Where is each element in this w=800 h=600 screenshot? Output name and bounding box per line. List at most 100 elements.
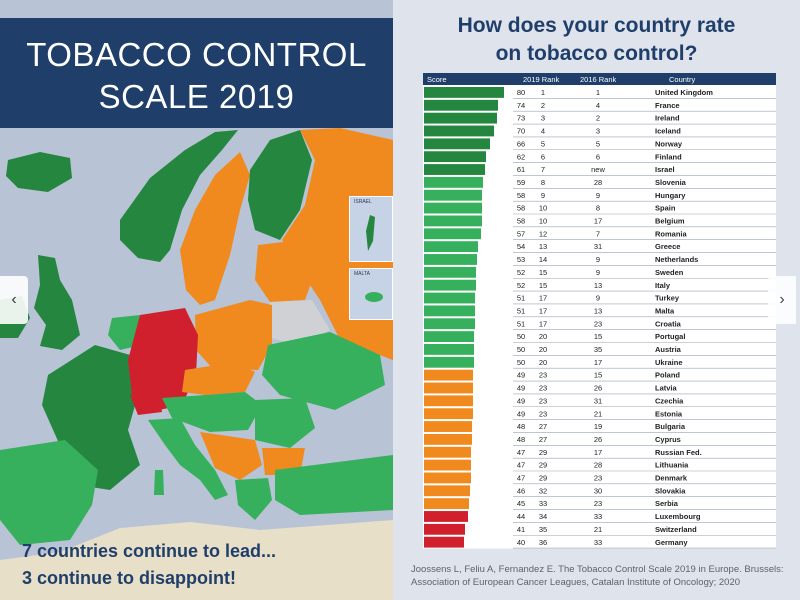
- rank-2016-label: 30: [594, 486, 602, 495]
- country-label: Malta: [655, 306, 675, 315]
- score-label: 47: [517, 448, 525, 457]
- country-label: Switzerland: [655, 525, 697, 534]
- map-czechia-slovakia: [182, 362, 255, 395]
- country-label: Belgium: [655, 217, 685, 226]
- country-label: Slovakia: [655, 486, 686, 495]
- rank-2016-label: 35: [594, 345, 602, 354]
- rank-2016-label: 9: [596, 268, 600, 277]
- rank-2019-label: 23: [539, 409, 547, 418]
- score-bar: [424, 382, 473, 394]
- country-label: Austria: [655, 345, 682, 354]
- country-label: Croatia: [655, 319, 682, 328]
- rank-2016-label: 23: [594, 319, 602, 328]
- score-bar: [424, 164, 485, 175]
- score-bar: [424, 254, 477, 265]
- country-label: Estonia: [655, 409, 683, 418]
- country-label: Finland: [655, 152, 682, 161]
- score-label: 50: [517, 332, 525, 341]
- rank-2019-label: 1: [541, 88, 545, 97]
- israel-inset: ISRAEL: [349, 196, 393, 262]
- score-label: 45: [517, 499, 525, 508]
- country-label: Ukraine: [655, 358, 683, 367]
- rank-2016-label: 6: [596, 152, 600, 161]
- score-label: 58: [517, 217, 525, 226]
- rank-2019-label: 29: [539, 448, 547, 457]
- country-label: Ireland: [655, 114, 680, 123]
- rank-2019-label: 23: [539, 371, 547, 380]
- score-label: 50: [517, 345, 525, 354]
- score-label: 44: [517, 512, 525, 521]
- rank-2019-label: 12: [539, 229, 547, 238]
- score-label: 41: [517, 525, 525, 534]
- country-label: Turkey: [655, 294, 680, 303]
- rank-2019-label: 35: [539, 525, 547, 534]
- country-label: Spain: [655, 204, 676, 213]
- score-bar: [424, 151, 486, 163]
- column-header: Score: [427, 75, 447, 84]
- score-label: 57: [517, 229, 525, 238]
- rank-2016-label: 8: [596, 204, 600, 213]
- rank-2016-label: 23: [594, 474, 602, 483]
- map-north-africa: [0, 520, 393, 600]
- score-label: 47: [517, 461, 525, 470]
- score-bar: [424, 215, 482, 227]
- score-bar: [424, 189, 482, 201]
- rank-2019-label: 29: [539, 474, 547, 483]
- rank-2019-label: 3: [541, 114, 545, 123]
- score-label: 40: [517, 538, 525, 547]
- country-label: Norway: [655, 139, 683, 148]
- score-label: 61: [517, 165, 525, 174]
- score-label: 52: [517, 268, 525, 277]
- rank-2019-label: 17: [539, 319, 547, 328]
- rank-2019-label: 34: [539, 512, 547, 521]
- column-header: 2019 Rank: [523, 75, 560, 84]
- score-label: 74: [517, 101, 525, 110]
- chart-panel: How does your country rate on tobacco co…: [393, 0, 800, 600]
- map-switzerland: [130, 395, 162, 415]
- map-spain: [0, 440, 98, 545]
- rank-2016-label: 9: [596, 191, 600, 200]
- score-bar: [424, 331, 474, 342]
- rank-2016-label: 33: [594, 512, 602, 521]
- map-norway: [120, 130, 238, 262]
- chart-title-line2: on tobacco control?: [495, 42, 698, 65]
- country-label: Hungary: [655, 191, 686, 200]
- map-sweden: [180, 152, 250, 305]
- score-chart: Score 2019 Rank 2016 Rank Country 80 1 1 United…: [423, 73, 776, 549]
- rank-2019-label: 27: [539, 422, 547, 431]
- score-label: 51: [517, 319, 525, 328]
- rank-2016-label: 26: [594, 384, 602, 393]
- rank-2016-label: 7: [596, 229, 600, 238]
- country-label: Serbia: [655, 499, 679, 508]
- country-label: Cyprus: [655, 435, 681, 444]
- rank-2016-label: 15: [594, 371, 602, 380]
- map-poland: [195, 300, 272, 370]
- country-label: Romania: [655, 229, 688, 238]
- rank-2016-label: new: [591, 165, 605, 174]
- rank-2016-label: 17: [594, 217, 602, 226]
- poster-subtitle-line2: 3 continue to disappoint!: [22, 568, 236, 588]
- rank-2016-label: 21: [594, 525, 602, 534]
- column-header: 2016 Rank: [580, 75, 617, 84]
- score-bar: [424, 305, 475, 317]
- rank-2019-label: 27: [539, 435, 547, 444]
- poster-title-line2: SCALE 2019: [98, 78, 295, 115]
- score-bar: [424, 279, 476, 291]
- score-label: 48: [517, 435, 525, 444]
- carousel-next-button[interactable]: ›: [768, 276, 796, 324]
- rank-2019-label: 15: [539, 268, 547, 277]
- rank-2019-label: 32: [539, 486, 547, 495]
- map-baltics: [255, 240, 315, 302]
- carousel-prev-button[interactable]: ‹: [0, 276, 28, 324]
- score-label: 47: [517, 474, 525, 483]
- rank-2016-label: 3: [596, 127, 600, 136]
- score-bar: [424, 536, 464, 548]
- rank-2019-label: 13: [539, 242, 547, 251]
- score-bar: [424, 485, 470, 497]
- rank-2019-label: 23: [539, 384, 547, 393]
- score-bar: [424, 87, 504, 98]
- map-uk: [34, 255, 80, 350]
- score-bar: [424, 202, 482, 214]
- country-label: Luxembourg: [655, 512, 701, 521]
- rank-2019-label: 29: [539, 461, 547, 470]
